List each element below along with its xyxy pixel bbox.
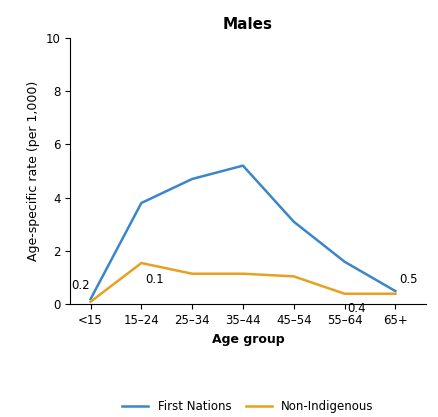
X-axis label: Age group: Age group: [211, 333, 284, 346]
Y-axis label: Age-specific rate (per 1,000): Age-specific rate (per 1,000): [27, 81, 40, 261]
Text: 0.4: 0.4: [346, 302, 365, 315]
Text: 0.5: 0.5: [399, 273, 417, 286]
Text: 0.1: 0.1: [145, 273, 164, 286]
Title: Males: Males: [223, 17, 272, 32]
Legend: First Nations, Non-Indigenous: First Nations, Non-Indigenous: [117, 396, 378, 417]
Text: 0.2: 0.2: [71, 279, 90, 291]
